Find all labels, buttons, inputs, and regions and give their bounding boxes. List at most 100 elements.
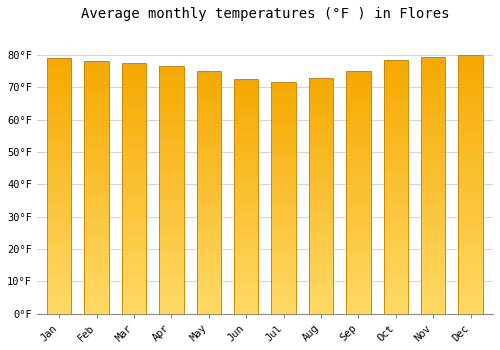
Bar xyxy=(234,206,258,208)
Bar xyxy=(47,214,72,217)
Bar xyxy=(346,136,370,139)
Bar xyxy=(421,254,446,257)
Bar xyxy=(272,272,296,274)
Bar xyxy=(421,159,446,162)
Bar xyxy=(160,89,184,91)
Bar xyxy=(47,114,72,117)
Bar xyxy=(234,82,258,84)
Bar xyxy=(309,120,333,122)
Bar xyxy=(47,286,72,288)
Bar xyxy=(84,182,109,185)
Bar xyxy=(421,267,446,270)
Bar xyxy=(84,77,109,79)
Bar xyxy=(234,297,258,300)
Bar xyxy=(309,257,333,259)
Bar xyxy=(122,178,146,181)
Bar xyxy=(272,217,296,219)
Bar xyxy=(84,66,109,69)
Bar xyxy=(160,113,184,116)
Bar xyxy=(272,156,296,159)
Bar xyxy=(421,247,446,250)
Bar xyxy=(309,186,333,189)
Bar xyxy=(421,226,446,229)
Bar xyxy=(346,86,370,88)
Bar xyxy=(84,236,109,238)
Bar xyxy=(458,143,483,146)
Bar xyxy=(272,226,296,228)
Bar xyxy=(384,139,408,141)
Bar xyxy=(309,97,333,99)
Bar xyxy=(272,203,296,205)
Bar xyxy=(234,300,258,302)
Bar xyxy=(160,230,184,232)
Bar xyxy=(346,100,370,103)
Bar xyxy=(196,287,221,289)
Bar xyxy=(196,127,221,130)
Bar xyxy=(47,173,72,176)
Bar xyxy=(84,130,109,132)
Bar xyxy=(309,226,333,229)
Bar xyxy=(421,239,446,242)
Bar xyxy=(122,143,146,146)
Bar xyxy=(196,95,221,98)
Bar xyxy=(346,238,370,241)
Bar xyxy=(346,115,370,117)
Bar xyxy=(196,229,221,231)
Bar xyxy=(84,203,109,205)
Bar xyxy=(272,277,296,279)
Bar xyxy=(458,172,483,174)
Bar xyxy=(84,268,109,271)
Bar xyxy=(196,304,221,306)
Bar xyxy=(458,112,483,114)
Bar xyxy=(47,79,72,81)
Bar xyxy=(234,112,258,114)
Bar xyxy=(384,283,408,286)
Bar xyxy=(421,216,446,218)
Bar xyxy=(384,187,408,189)
Bar xyxy=(458,159,483,161)
Bar xyxy=(47,150,72,153)
Bar xyxy=(346,91,370,93)
Bar xyxy=(384,159,408,161)
Bar xyxy=(346,209,370,212)
Bar xyxy=(122,201,146,203)
Bar xyxy=(234,215,258,218)
Bar xyxy=(421,203,446,206)
Bar xyxy=(47,204,72,206)
Bar xyxy=(234,96,258,98)
Bar xyxy=(196,219,221,222)
Bar xyxy=(384,156,408,159)
Bar xyxy=(384,273,408,275)
Bar xyxy=(196,193,221,195)
Bar xyxy=(47,298,72,301)
Bar xyxy=(47,252,72,255)
Bar xyxy=(309,264,333,266)
Bar xyxy=(122,268,146,271)
Bar xyxy=(47,183,72,186)
Bar xyxy=(384,60,408,62)
Bar xyxy=(234,225,258,227)
Bar xyxy=(122,128,146,131)
Bar xyxy=(122,221,146,223)
Bar xyxy=(234,309,258,312)
Bar xyxy=(122,193,146,196)
Bar xyxy=(384,271,408,273)
Bar xyxy=(346,282,370,285)
Bar xyxy=(84,117,109,119)
Bar xyxy=(384,311,408,314)
Bar xyxy=(309,300,333,302)
Bar xyxy=(160,183,184,185)
Bar xyxy=(421,141,446,144)
Bar xyxy=(160,222,184,225)
Bar xyxy=(196,256,221,258)
Bar xyxy=(122,251,146,253)
Bar xyxy=(272,237,296,240)
Bar xyxy=(309,167,333,170)
Bar xyxy=(458,205,483,208)
Bar xyxy=(84,71,109,74)
Bar xyxy=(234,168,258,171)
Bar xyxy=(346,120,370,122)
Bar xyxy=(421,183,446,185)
Bar xyxy=(458,148,483,151)
Bar xyxy=(421,144,446,147)
